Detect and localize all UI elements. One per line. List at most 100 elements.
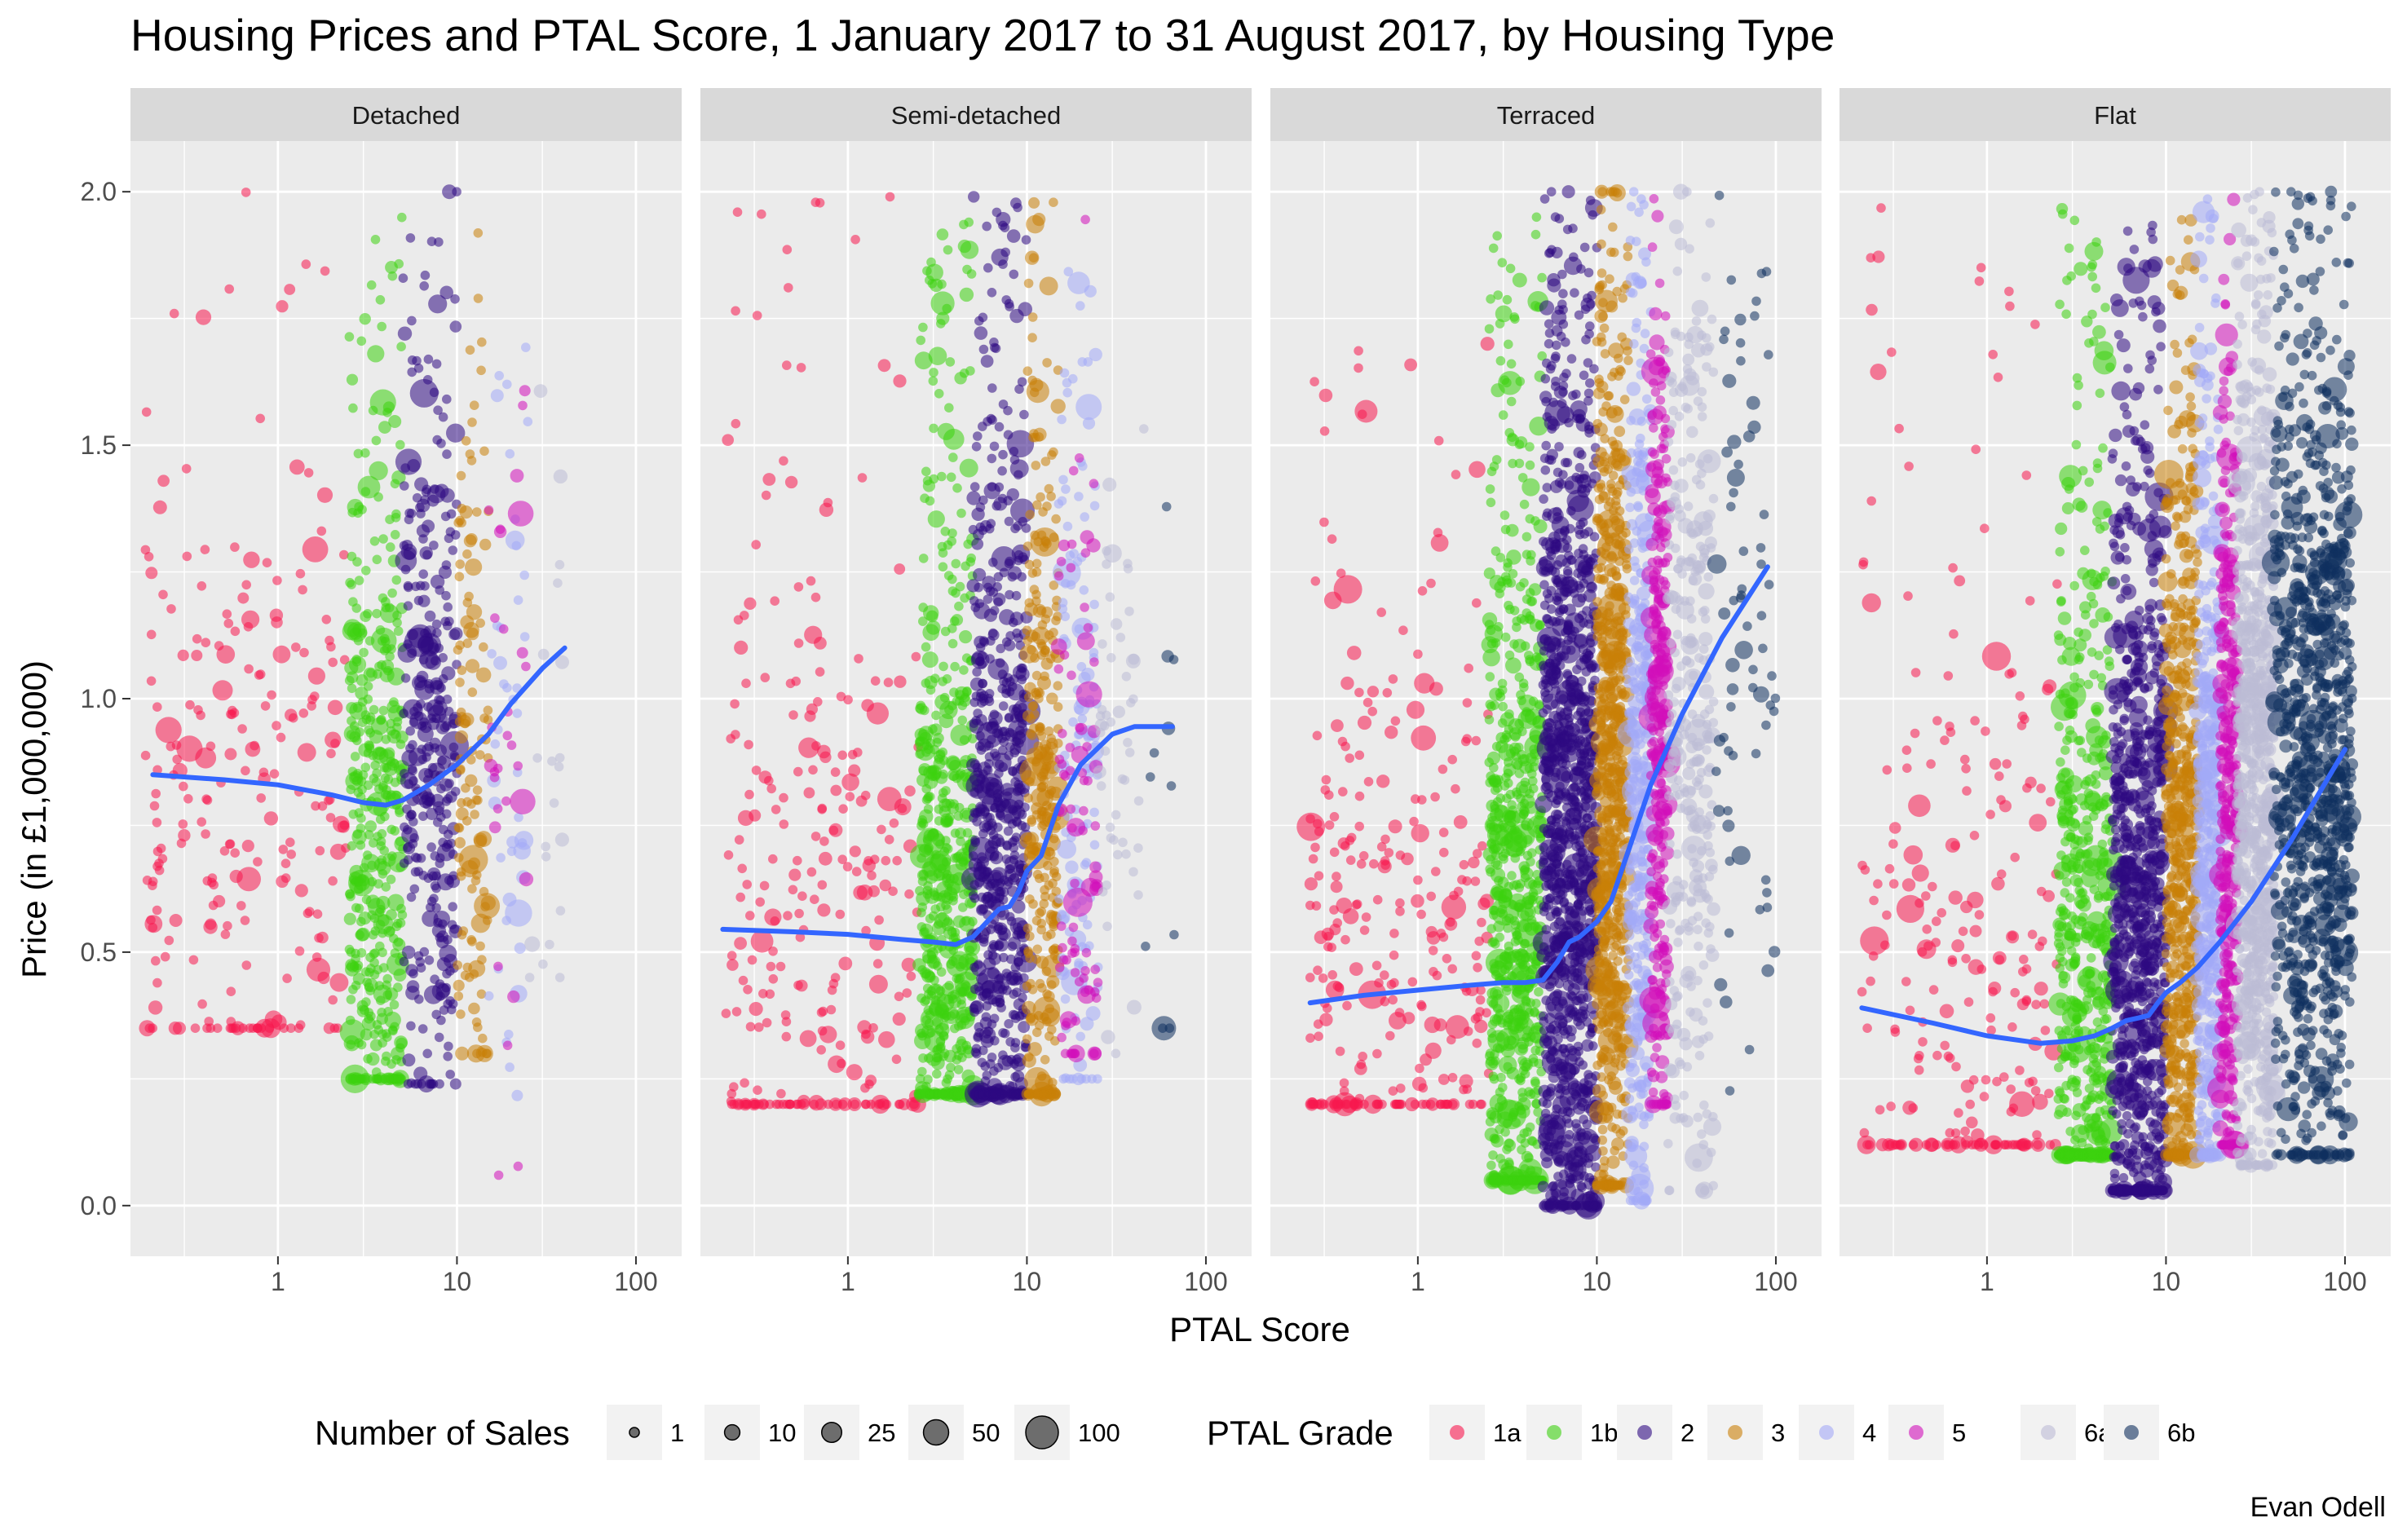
data-point-1b: [952, 483, 962, 493]
data-point-1b: [921, 466, 931, 477]
data-point-3: [1035, 978, 1045, 989]
data-point-1a: [721, 1008, 731, 1018]
data-point-1a: [818, 1006, 828, 1017]
data-point-2: [444, 779, 454, 788]
data-point-3: [1036, 606, 1046, 616]
data-point-3: [467, 687, 478, 697]
data-point-1a: [817, 880, 828, 890]
data-point-2: [422, 1048, 432, 1059]
data-point-5: [1089, 986, 1100, 997]
data-point-2: [979, 937, 989, 947]
data-point-1a: [148, 880, 157, 890]
data-point-1b: [346, 995, 356, 1004]
data-point-1a: [850, 235, 860, 245]
data-point-2: [1538, 857, 1548, 867]
data-point-2: [407, 316, 417, 326]
data-point-2: [968, 191, 980, 203]
data-point-2: [1561, 457, 1570, 468]
data-point-1b: [365, 986, 375, 995]
data-point-1b: [1501, 916, 1512, 925]
data-point-1a: [1413, 875, 1423, 885]
data-point-1a: [1463, 1026, 1473, 1036]
data-point-2: [402, 1053, 416, 1067]
data-point-1b: [1514, 672, 1525, 682]
data-point-1a: [1411, 894, 1424, 908]
data-point-1a: [1376, 607, 1386, 617]
data-point-1b: [373, 879, 384, 889]
data-point-1a: [269, 608, 284, 622]
data-point-2: [969, 718, 984, 735]
data-point-1a: [732, 207, 743, 217]
data-point-1a: [1480, 337, 1495, 351]
data-point-4: [505, 530, 525, 550]
data-point-2: [435, 483, 449, 498]
data-point-2: [978, 693, 988, 704]
data-point-2: [1577, 964, 1587, 975]
data-point-2: [424, 768, 434, 779]
data-point-1b: [1512, 787, 1521, 797]
data-point-1a: [743, 985, 753, 995]
data-point-1a: [843, 695, 853, 705]
data-point-1b: [954, 601, 964, 611]
data-point-2: [1579, 242, 1590, 253]
data-point-1a: [733, 615, 744, 625]
data-point-1a: [256, 793, 267, 803]
x-tick-label: 1: [271, 1267, 285, 1296]
data-point-1a: [793, 582, 804, 592]
data-point-6a: [554, 973, 565, 982]
data-point-3: [1025, 931, 1035, 942]
data-point-1a: [241, 766, 250, 776]
data-point-3: [1026, 1014, 1036, 1024]
data-point-1a: [219, 846, 230, 856]
data-point-1b: [357, 475, 381, 499]
data-point-1a: [241, 580, 252, 590]
data-point-1a: [735, 892, 745, 902]
data-point-1b: [1492, 796, 1503, 807]
data-point-1b: [1510, 823, 1535, 849]
data-point-1a: [1429, 967, 1438, 977]
data-point-1b: [1489, 777, 1499, 788]
data-point-3: [470, 810, 479, 819]
data-point-1a: [1314, 1099, 1325, 1110]
data-point-3: [473, 832, 488, 847]
data-point-3: [479, 886, 489, 897]
data-point-1b: [1517, 1175, 1528, 1185]
data-point-1a: [894, 563, 906, 575]
data-point-1b: [959, 287, 974, 302]
data-point-1a: [857, 1020, 872, 1035]
facet-strip-label: Detached: [352, 101, 461, 130]
data-point-1b: [356, 927, 370, 942]
data-point-2: [441, 590, 451, 601]
data-point-1b: [391, 575, 402, 585]
data-point-1b: [917, 1066, 927, 1077]
data-point-3: [1024, 1052, 1034, 1062]
data-point-6a: [1111, 1048, 1121, 1059]
data-point-2: [1558, 470, 1568, 480]
data-point-1a: [339, 655, 350, 665]
data-point-1b: [371, 435, 382, 446]
data-point-2: [432, 628, 442, 638]
data-point-1a: [1305, 1033, 1315, 1044]
data-point-1b: [954, 802, 965, 813]
data-point-2: [1009, 269, 1019, 280]
data-point-1a: [1442, 1099, 1452, 1110]
data-point-1a: [152, 818, 162, 827]
data-point-2: [1540, 1108, 1551, 1119]
data-point-1b: [944, 981, 954, 991]
data-point-1b: [364, 830, 374, 840]
data-point-2: [440, 616, 450, 627]
data-point-1a: [176, 838, 187, 849]
data-point-1a: [731, 306, 740, 316]
data-point-1a: [848, 764, 861, 777]
data-point-2: [400, 564, 411, 575]
data-point-1a: [212, 1023, 223, 1033]
data-point-1a: [191, 650, 203, 661]
data-point-5: [1070, 878, 1080, 889]
data-point-1a: [311, 801, 320, 811]
data-point-5: [519, 385, 531, 397]
data-point-1a: [1451, 470, 1461, 479]
data-point-2: [978, 495, 988, 505]
data-point-1a: [230, 848, 241, 858]
data-point-1b: [919, 809, 934, 824]
data-point-6a: [1095, 727, 1106, 738]
